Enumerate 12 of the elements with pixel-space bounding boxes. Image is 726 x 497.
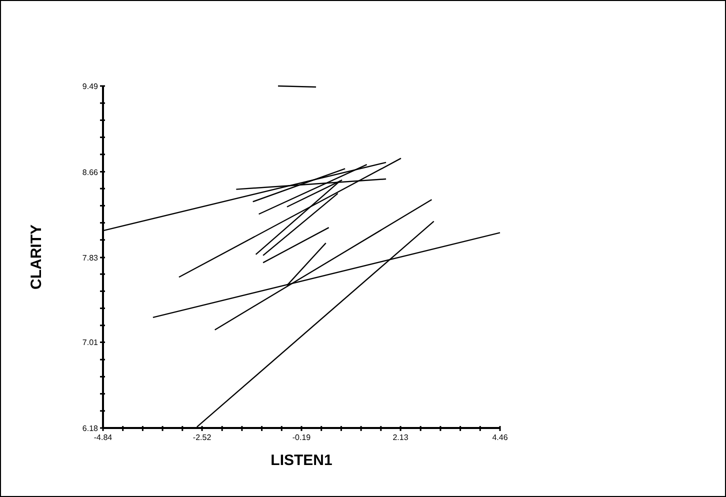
x-tick-label: 2.13 <box>392 433 409 442</box>
y-tick-label: 9.49 <box>82 82 99 91</box>
y-tick-label: 6.18 <box>82 424 99 433</box>
y-tick-label: 7.83 <box>82 254 99 263</box>
x-tick-label: -0.19 <box>292 433 312 442</box>
y-tick-label: 8.66 <box>82 168 99 177</box>
y-axis-title: CLARITY <box>28 224 45 290</box>
x-tick-label: 4.46 <box>492 433 508 442</box>
y-tick-label: 7.01 <box>82 338 99 348</box>
x-tick-label: -4.84 <box>94 433 113 442</box>
x-axis-title: LISTEN1 <box>270 452 332 469</box>
x-tick-label: -2.52 <box>192 433 212 442</box>
